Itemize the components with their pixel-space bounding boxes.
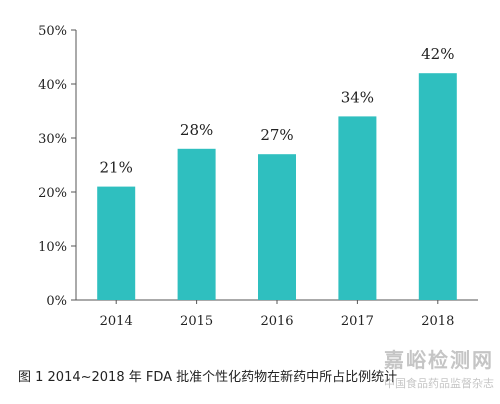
watermark-line2: 中国食品药品监督杂志 [384,377,494,390]
y-tick-label: 10% [38,240,67,255]
y-tick-label: 30% [38,132,67,147]
x-tick-label-2016: 2016 [260,314,293,329]
data-label-2018: 42% [421,45,454,63]
bar-2015 [177,148,216,300]
data-labels: 21% 28% 27% 34% 42% [100,45,455,176]
data-label-2014: 21% [100,159,133,177]
y-tick-label: 50% [38,24,67,39]
x-tick-label-2018: 2018 [421,314,454,329]
y-tick-label: 40% [38,78,67,93]
bar-2018 [418,73,457,300]
y-tick-label: 0% [46,294,67,309]
figure-caption: 图 1 2014~2018 年 FDA 批准个性化药物在新药中所占比例统计 [18,370,398,385]
watermark-line1: 嘉峪检测网 [384,348,494,372]
bar-2014 [97,186,136,300]
bar-2017 [338,116,377,301]
data-label-2017: 34% [341,88,374,106]
x-axis: 2014 2015 2016 2017 2018 [76,299,478,329]
y-tick-label: 20% [38,186,67,201]
x-tick-label-2015: 2015 [180,314,213,329]
data-label-2016: 27% [260,126,293,144]
data-label-2015: 28% [180,121,213,139]
bars [97,73,457,301]
x-tick-label-2017: 2017 [341,314,374,329]
x-tick-label-2014: 2014 [100,314,133,329]
bar-2016 [258,154,296,300]
y-axis: 0% 10% 20% 30% 40% 50% [38,24,77,309]
watermark: 嘉峪检测网 中国食品药品监督杂志 [384,344,494,391]
